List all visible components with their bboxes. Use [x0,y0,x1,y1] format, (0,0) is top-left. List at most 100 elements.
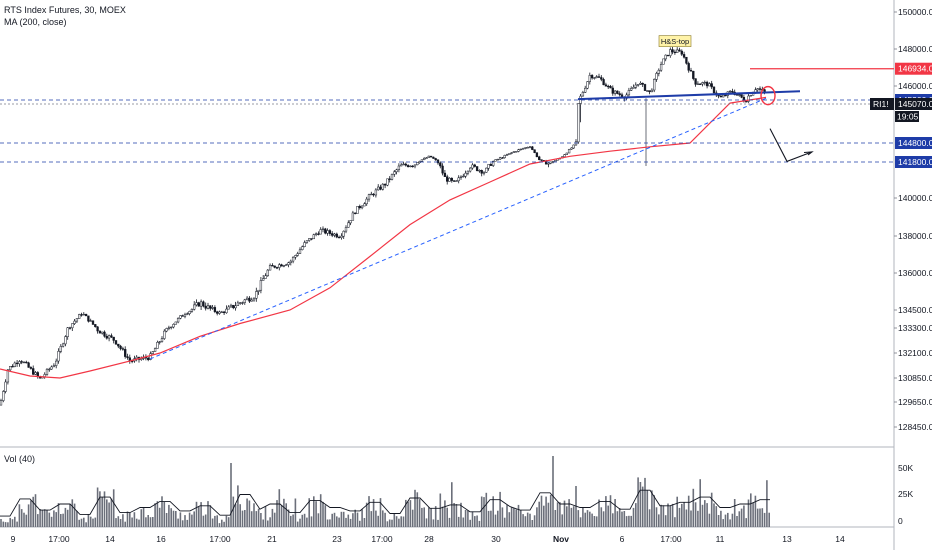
candle-body [310,238,313,240]
candle-body [64,336,67,345]
candle-body [413,164,417,167]
candle-body [167,327,171,329]
volume-tick: 50K [898,463,913,473]
candle-body [156,342,159,349]
volume-bar [124,521,126,527]
candle-body [705,81,709,87]
volume-bar [216,515,218,527]
volume-bar [503,517,506,527]
volume-bar [432,519,435,527]
volume-bar [664,515,667,527]
volume-bar [43,509,46,527]
price-tick: 140000.0 [898,193,932,203]
volume-bar [78,519,80,527]
candle-body [151,351,154,354]
candle-body [701,82,704,85]
volume-bar [607,505,609,527]
candle-body [195,302,198,306]
volume-bar [345,517,347,527]
volume-bar [64,507,67,527]
volume-bar [605,496,607,527]
candle-body [554,160,557,162]
volume-bar [292,514,294,527]
candle-body [480,170,483,174]
candle-body [179,315,182,319]
volume-bar [73,503,76,527]
volume-bar [402,516,405,527]
volume-bar [287,509,290,527]
volume-bar [244,510,246,527]
candle-body [209,305,212,309]
candle-body [395,169,398,173]
volume-bar [497,510,499,527]
candle-body [280,264,283,267]
candle-body [298,249,302,254]
candle-body [611,87,614,94]
candle-body [68,327,72,329]
volume-bar [476,515,478,527]
level-tag-text: 144800.0 [898,138,932,148]
volume-bar [25,514,28,527]
volume-bar [584,512,586,527]
volume-bar [614,499,616,527]
candle-body [259,280,263,291]
candle-body [326,230,329,234]
volume-bar [533,515,536,527]
candle-body [526,147,529,149]
candle-body [528,146,532,148]
volume-bar [161,496,163,527]
volume-bar [92,518,94,527]
candle-body [91,320,95,325]
candle-body [377,186,380,191]
indicator-label: MA (200, close) [4,17,67,27]
candle-body [324,228,327,234]
volume-bar [347,514,350,527]
candle-body [393,171,396,175]
candle-body [758,88,762,90]
candle-body [669,49,672,56]
candle-body [291,256,295,262]
volume-bar [250,511,253,527]
volume-bar [766,480,768,527]
price-tick: 148000.0 [898,44,932,54]
volume-bar [655,507,658,527]
volume-bar [27,504,30,527]
volume-bar [0,519,2,527]
volume-bar [324,505,327,527]
volume-bar [761,508,764,527]
volume-bar [149,517,152,527]
candle-body [570,147,573,150]
candle-body [301,246,304,250]
volume-bar [234,504,237,527]
volume-bar [271,508,274,527]
volume-bar [579,517,582,527]
volume-bar [34,494,37,527]
candle-body [464,172,467,177]
level-tag [895,62,932,75]
candle-body [34,372,37,375]
volume-bar [170,508,172,527]
candle-body [459,176,463,178]
price-tick: 146000.0 [898,81,932,91]
volume-bar [660,504,662,527]
volume-bar [671,503,674,527]
volume-bar [439,493,442,527]
candle-body [80,314,83,316]
volume-bar [543,505,545,527]
candle-body [266,269,269,276]
candle-body [347,222,350,228]
candle-body [448,177,451,182]
volume-bar [501,507,504,527]
candle-body [641,82,644,85]
volume-bar [165,513,168,527]
candle-body [255,291,258,299]
candle-body [6,369,10,383]
volume-bar [69,504,71,527]
volume-bar [414,489,416,527]
volume-bar [30,500,32,527]
candle-body [149,353,152,360]
volume-bar [552,456,554,527]
level-tag-text: 146934.0 [898,64,932,74]
candle-body [52,365,56,368]
